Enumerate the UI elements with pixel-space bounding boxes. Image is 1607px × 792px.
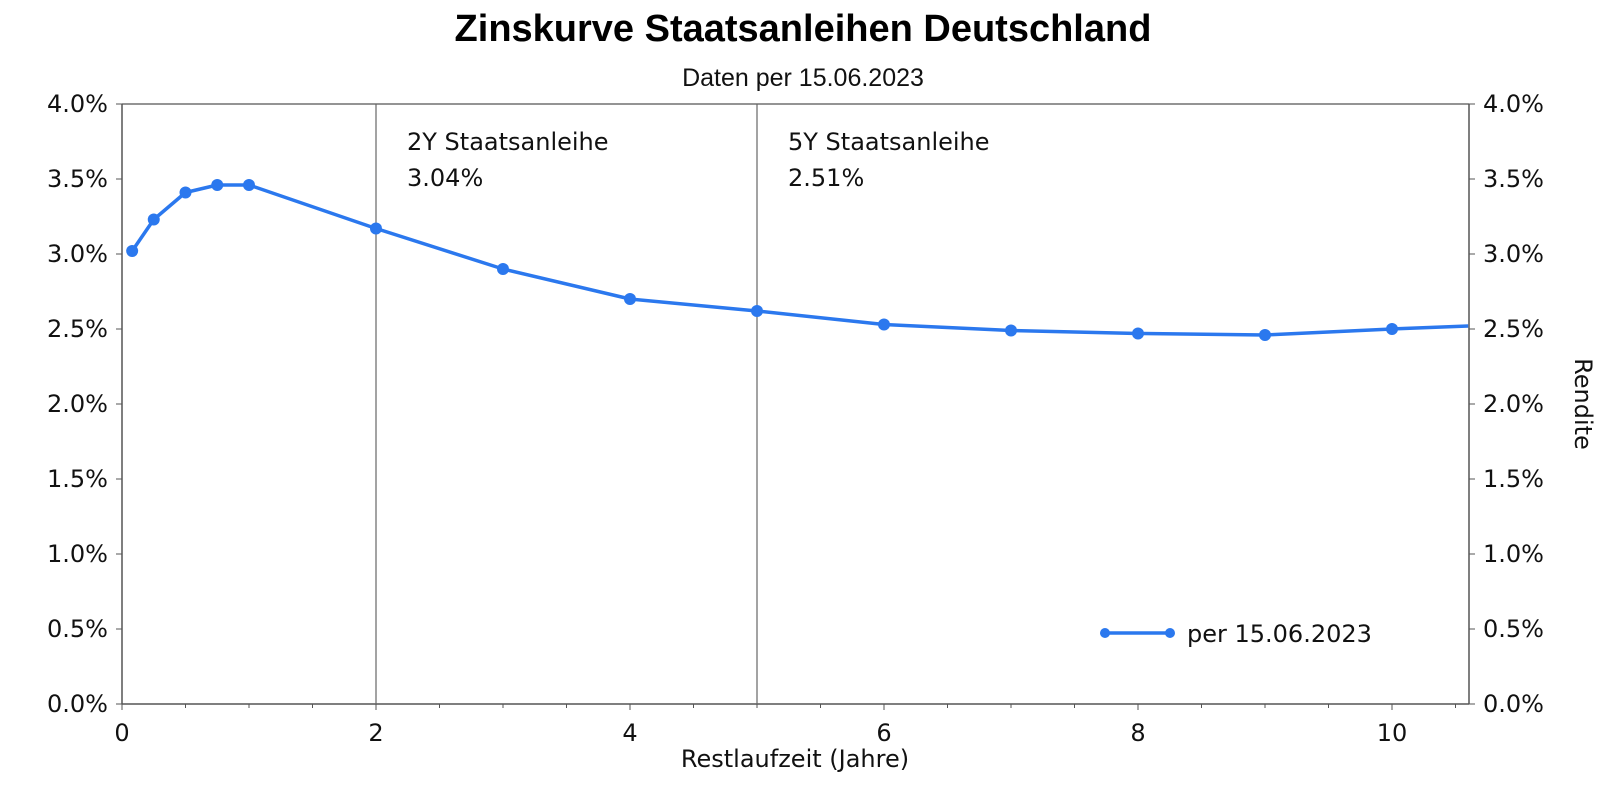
legend: per 15.06.2023 xyxy=(1100,620,1372,648)
y-tick-label: 1.5% xyxy=(47,465,108,493)
y-tick-label: 0.5% xyxy=(1483,615,1544,643)
reference-label: 2Y Staatsanleihe xyxy=(407,128,609,156)
data-point-marker xyxy=(1386,323,1398,335)
data-point-marker xyxy=(497,263,509,275)
reference-value: 2.51% xyxy=(788,164,864,192)
y-axis-right-label: Rendite xyxy=(1569,358,1597,450)
plot-area xyxy=(121,103,1470,705)
y-tick-label: 0.0% xyxy=(1483,690,1544,718)
y-tick-label: 3.5% xyxy=(47,165,108,193)
x-tick-label: 8 xyxy=(1130,719,1145,747)
x-axis-label: Restlaufzeit (Jahre) xyxy=(681,745,909,773)
y-axis-right: 0.0% 0.5% 1.0% 1.5% 2.0% 2.5% 3.0% 3.5% 4.0% xyxy=(1469,90,1544,718)
y-tick-label: 3.0% xyxy=(47,240,108,268)
x-tick-label: 10 xyxy=(1377,719,1408,747)
data-point-marker xyxy=(1132,327,1144,340)
data-point-marker xyxy=(751,305,763,317)
y-tick-label: 1.0% xyxy=(47,540,108,568)
data-point-marker xyxy=(243,179,255,191)
x-tick-label: 0 xyxy=(114,719,129,747)
x-tick-label: 4 xyxy=(622,719,637,747)
reference-value: 3.04% xyxy=(407,164,483,192)
chart-subtitle: Daten per 15.06.2023 xyxy=(682,64,924,92)
data-point-marker xyxy=(211,179,224,191)
x-tick-label: 6 xyxy=(876,719,891,747)
y-axis-left: 0.0% 0.5% 1.0% 1.5% 2.0% 2.5% 3.0% 3.5% 4.0% xyxy=(47,90,122,718)
y-tick-label: 0.5% xyxy=(47,615,108,643)
x-axis: 0 2 4 6 8 10 xyxy=(114,704,1456,747)
data-point-marker xyxy=(1259,329,1271,341)
y-tick-label: 2.5% xyxy=(47,315,108,343)
reference-label: 5Y Staatsanleihe xyxy=(788,128,990,156)
y-tick-label: 3.0% xyxy=(1483,240,1544,268)
legend-marker-icon xyxy=(1100,628,1110,638)
y-tick-label: 0.0% xyxy=(47,690,108,718)
series-line xyxy=(130,183,1469,337)
data-point-marker xyxy=(370,222,382,235)
data-point-marker xyxy=(1005,324,1017,337)
y-tick-label: 1.0% xyxy=(1483,540,1544,568)
chart-title: Zinskurve Staatsanleihen Deutschland xyxy=(455,8,1152,50)
y-tick-label: 1.5% xyxy=(1483,465,1544,493)
x-tick-label: 2 xyxy=(368,719,383,747)
y-tick-label: 2.5% xyxy=(1483,315,1544,343)
y-tick-label: 4.0% xyxy=(1483,90,1544,118)
legend-label: per 15.06.2023 xyxy=(1187,620,1372,648)
legend-marker-icon xyxy=(1165,628,1175,638)
data-point-marker xyxy=(624,293,636,305)
y-tick-label: 4.0% xyxy=(47,90,108,118)
data-point-marker xyxy=(878,318,890,331)
y-tick-label: 2.0% xyxy=(1483,390,1544,418)
reference-lines: 2Y Staatsanleihe 3.04% 5Y Staatsanleihe 2.5… xyxy=(375,104,990,704)
data-point-marker xyxy=(179,186,192,199)
data-point-marker xyxy=(126,245,139,257)
data-point-marker xyxy=(147,213,160,226)
y-tick-label: 3.5% xyxy=(1483,165,1544,193)
data-series xyxy=(126,179,1469,341)
y-tick-label: 2.0% xyxy=(47,390,108,418)
